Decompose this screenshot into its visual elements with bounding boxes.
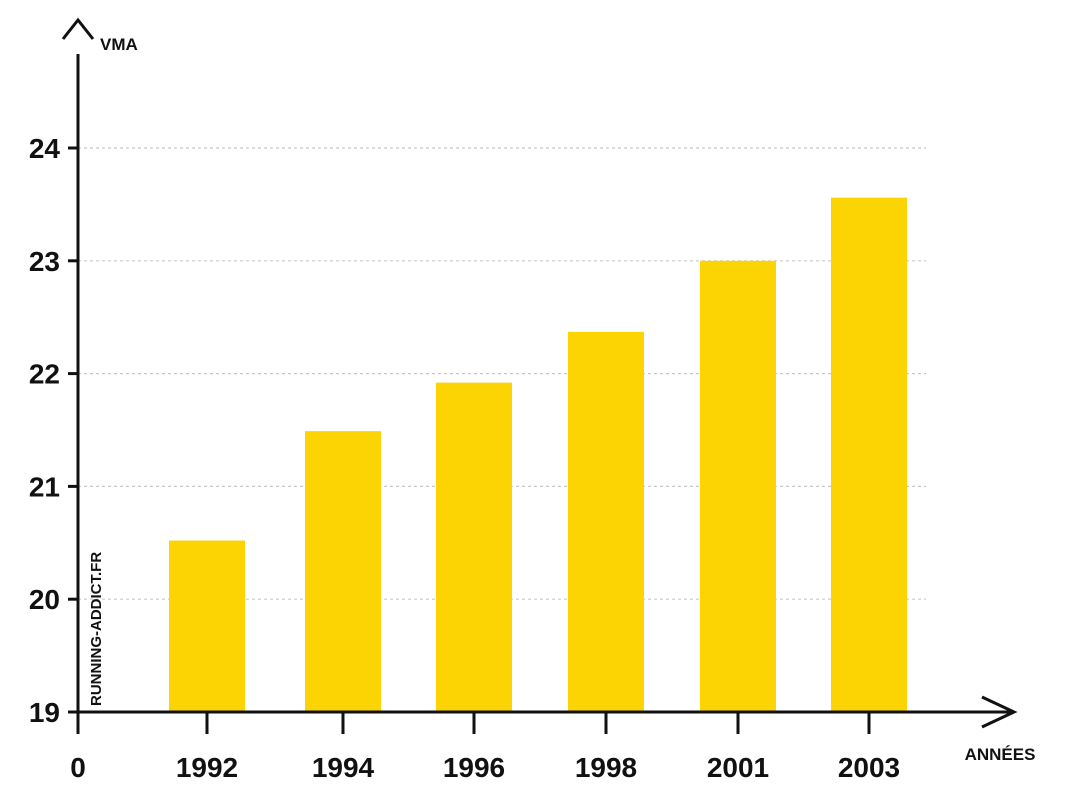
x-axis-arrow-icon [981,695,1018,729]
x-tick-label: 1998 [575,752,637,783]
ticks: 19 20 21 22 23 24 1992 1994 1996 1998 2001 2003 [29,133,900,783]
y-axis-title: VMA [100,35,138,54]
bars [169,197,907,712]
x-axis-title: ANNÉES [965,745,1036,764]
bar-1998 [568,331,644,712]
y-axis-arrow-icon [61,17,95,40]
axes [61,17,1018,729]
x-origin-label: 0 [70,752,86,783]
bar-2003 [831,197,907,712]
y-tick-label: 22 [29,359,60,390]
x-tick-label: 2003 [838,752,900,783]
bar-1992 [169,540,245,712]
y-tick-label: 23 [29,246,60,277]
bar-1996 [436,382,512,712]
x-tick-label: 1992 [176,752,238,783]
x-tick-label: 1994 [312,752,375,783]
y-tick-label: 19 [29,697,60,728]
x-tick-label: 1996 [443,752,505,783]
y-tick-label: 21 [29,471,60,502]
y-tick-label: 20 [29,584,60,615]
bar-1994 [305,431,381,712]
x-tick-label: 2001 [707,752,769,783]
watermark: RUNNING-ADDICT.FR [88,552,105,706]
y-tick-label: 24 [29,133,61,164]
bar-2001 [700,260,776,712]
